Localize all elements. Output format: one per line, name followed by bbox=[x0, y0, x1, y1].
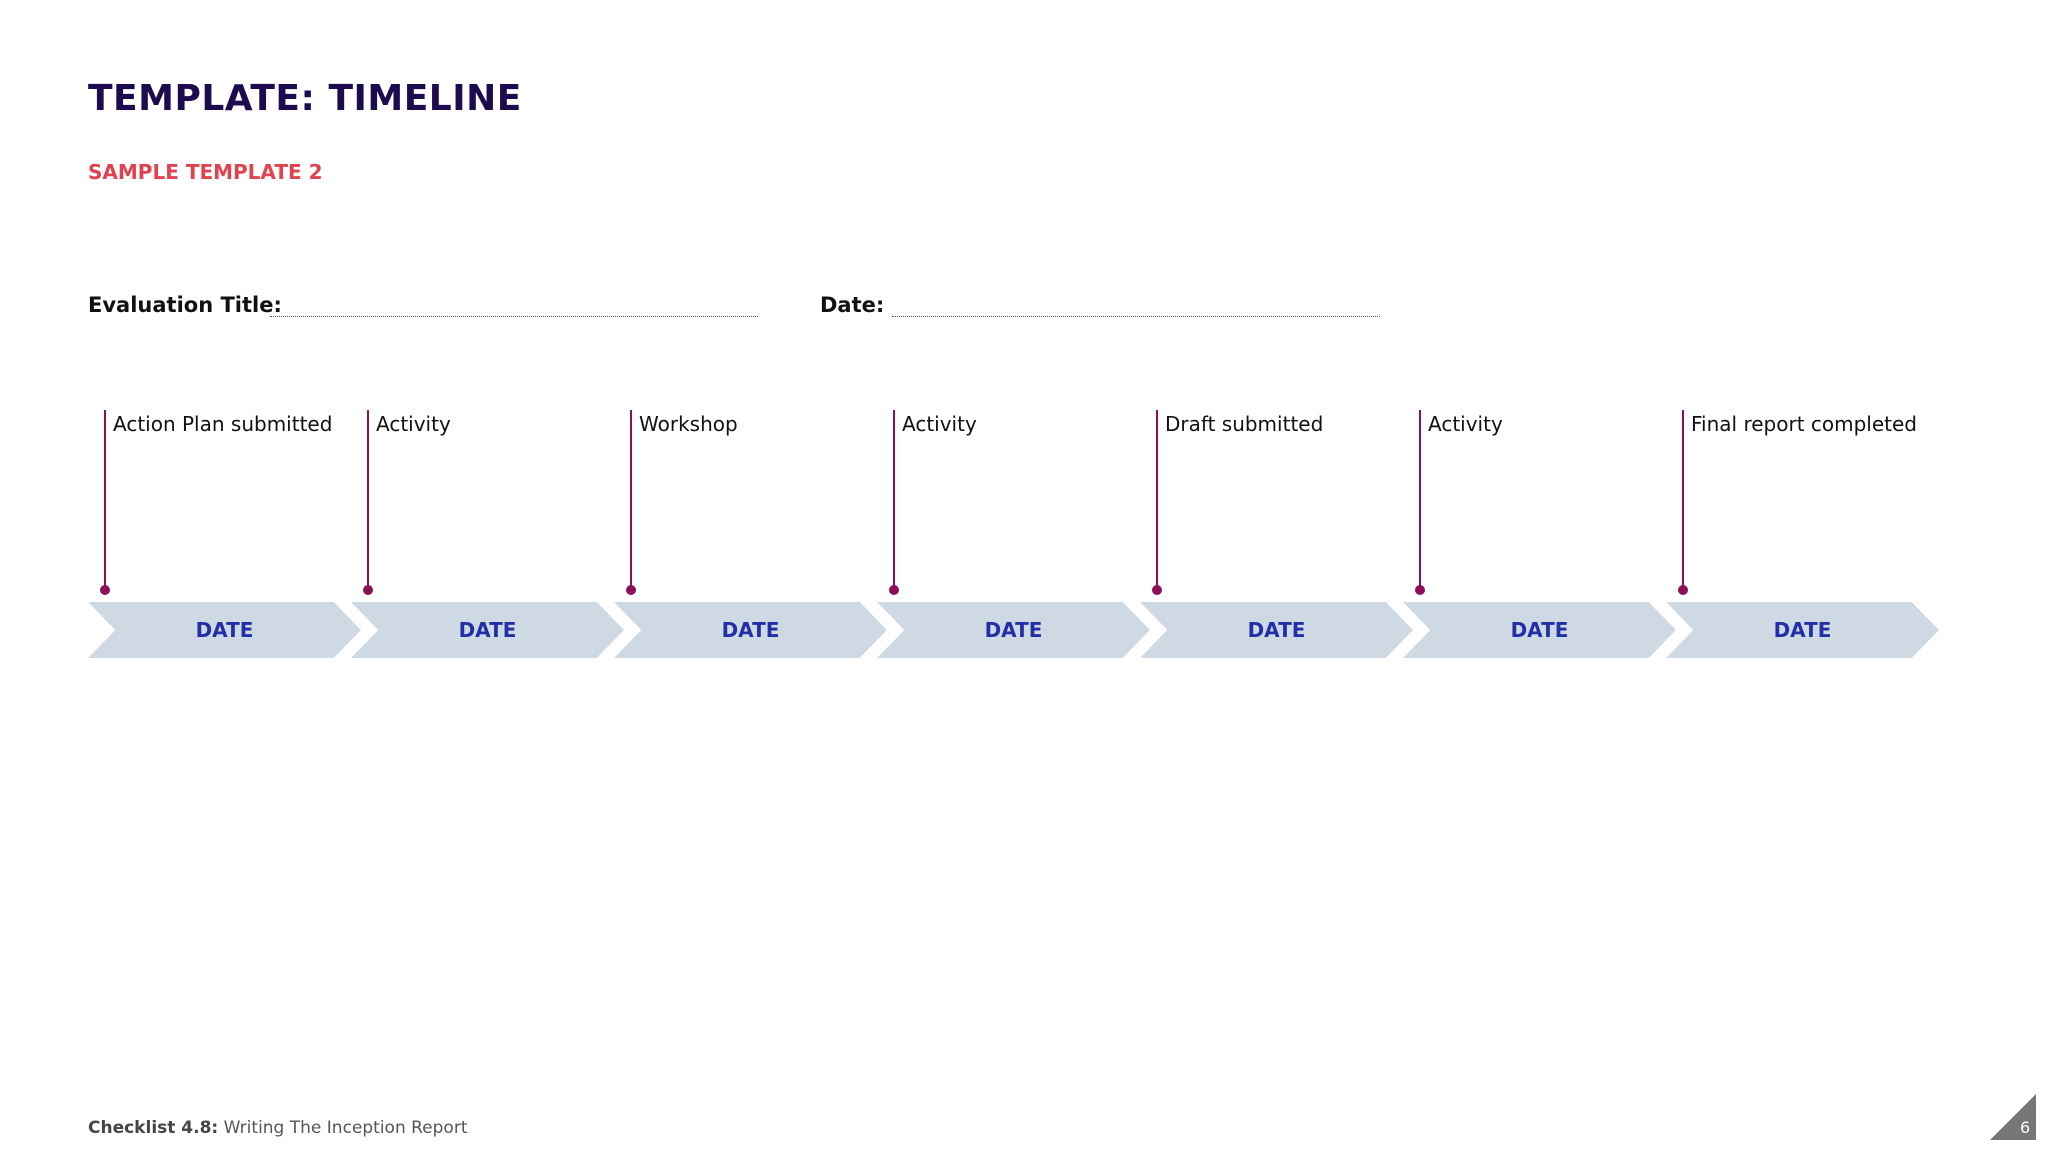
footer-checklist-label: Checklist 4.8: bbox=[88, 1118, 219, 1138]
date-label: DATE bbox=[1773, 618, 1832, 642]
evaluation-title-field[interactable] bbox=[270, 316, 758, 317]
event-marker-line bbox=[630, 410, 632, 590]
event-label: Final report completed bbox=[1691, 412, 1918, 436]
event-label: Action Plan submitted bbox=[113, 412, 333, 436]
event-marker-dot bbox=[363, 585, 373, 595]
date-chevron bbox=[614, 602, 887, 658]
event-label: Activity bbox=[902, 412, 977, 436]
date-field[interactable] bbox=[892, 316, 1380, 317]
date-label: DATE bbox=[1510, 618, 1569, 642]
date-chevron bbox=[351, 602, 624, 658]
page-number: 6 bbox=[2020, 1118, 2031, 1137]
event-marker-line bbox=[1419, 410, 1421, 590]
page-subtitle: SAMPLE TEMPLATE 2 bbox=[88, 160, 323, 184]
event-marker-line bbox=[104, 410, 106, 590]
date-label: DATE bbox=[984, 618, 1043, 642]
page-title: TEMPLATE: TIMELINE bbox=[88, 78, 522, 119]
date-chevron bbox=[1403, 602, 1676, 658]
event-marker-dot bbox=[1415, 585, 1425, 595]
evaluation-title-label: Evaluation Title: bbox=[88, 293, 282, 317]
event-label: Workshop bbox=[639, 412, 738, 436]
event-marker-line bbox=[1682, 410, 1684, 590]
date-chevron bbox=[1666, 602, 1939, 658]
date-chevron bbox=[877, 602, 1150, 658]
event-marker-line bbox=[367, 410, 369, 590]
date-label: DATE bbox=[1247, 618, 1306, 642]
date-chevron bbox=[1140, 602, 1413, 658]
event-marker-dot bbox=[1678, 585, 1688, 595]
event-marker-dot bbox=[100, 585, 110, 595]
event-marker-line bbox=[893, 410, 895, 590]
footer-checklist-title: Writing The Inception Report bbox=[223, 1118, 468, 1138]
event-marker-dot bbox=[626, 585, 636, 595]
date-chevron bbox=[88, 602, 361, 658]
event-label: Draft submitted bbox=[1165, 412, 1324, 436]
event-marker-line bbox=[1156, 410, 1158, 590]
date-label: DATE bbox=[458, 618, 517, 642]
date-label: Date: bbox=[820, 293, 885, 317]
event-marker-dot bbox=[889, 585, 899, 595]
date-label: DATE bbox=[195, 618, 254, 642]
event-label: Activity bbox=[1428, 412, 1503, 436]
footer: Checklist 4.8: Writing The Inception Rep… bbox=[88, 1118, 467, 1138]
event-marker-dot bbox=[1152, 585, 1162, 595]
event-label: Activity bbox=[376, 412, 451, 436]
date-label: DATE bbox=[721, 618, 780, 642]
